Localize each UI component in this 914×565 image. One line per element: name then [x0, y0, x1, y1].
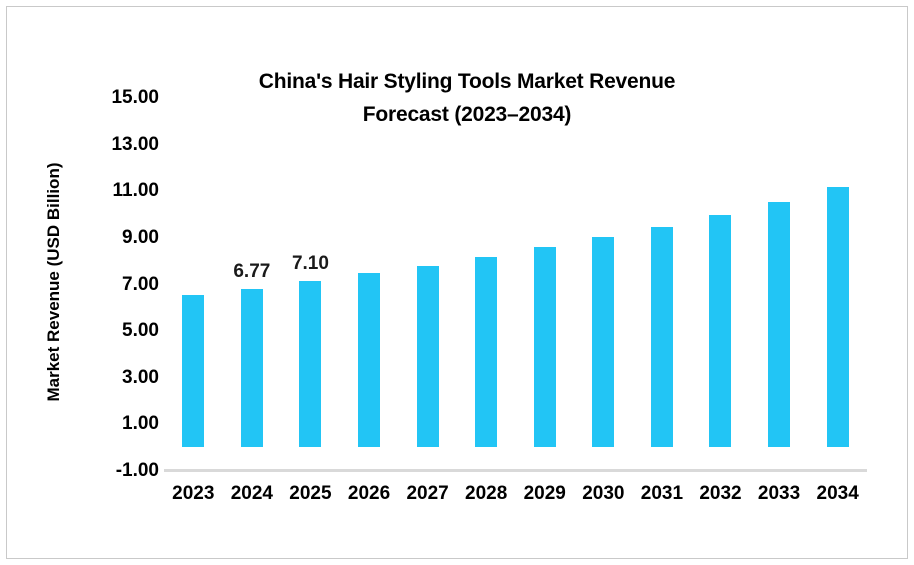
chart-title: China's Hair Styling Tools Market Revenu…	[157, 65, 777, 131]
x-axis-tick-label: 2033	[757, 483, 801, 504]
bar[interactable]	[240, 288, 263, 447]
x-axis-tick-label: 2030	[582, 483, 625, 504]
bar-slot	[398, 97, 457, 470]
chart-title-line-2: Forecast (2023–2034)	[362, 103, 572, 126]
bar-slot	[457, 97, 516, 470]
bar-slot	[574, 97, 633, 470]
x-axis-tick-labels: 2023 2024 2025 2026 2027 2028 2029 2030 2031 2032…	[164, 483, 867, 505]
y-axis-tick-labels: 15.00 13.00 11.00 9.00 7.00 5.00 3.00 1.00 -1.00	[67, 87, 159, 507]
bar[interactable]	[826, 186, 849, 447]
bar-slot	[164, 97, 223, 470]
x-axis-tick-label: 2028	[465, 483, 508, 504]
bar-value-label: 7.10	[291, 253, 329, 275]
bar[interactable]	[416, 266, 439, 447]
bar[interactable]	[709, 214, 732, 447]
y-axis-tick-label: 13.00	[111, 133, 159, 155]
bar[interactable]	[592, 237, 615, 447]
y-axis-tick-label: 15.00	[111, 87, 159, 108]
x-axis-line	[164, 469, 867, 472]
x-axis-tick-label: 2027	[406, 483, 449, 504]
chart-frame: China's Hair Styling Tools Market Revenu…	[6, 6, 908, 559]
chart-title-line-1: China's Hair Styling Tools Market Revenu…	[258, 70, 676, 93]
bar[interactable]	[650, 226, 673, 447]
x-axis-tick-label: 2034	[816, 483, 859, 504]
x-axis-tick-label: 2029	[523, 483, 566, 504]
y-axis-tick-label: 11.00	[112, 180, 160, 202]
y-axis-tick-label: 3.00	[122, 366, 159, 388]
x-axis-tick-label: 2025	[289, 483, 332, 504]
bar-slot	[633, 97, 692, 470]
bar-series: 6.77 7.10	[164, 97, 867, 470]
bar[interactable]	[182, 295, 205, 447]
y-axis-tick-label: 5.00	[122, 320, 159, 342]
bar[interactable]	[475, 256, 498, 447]
bar[interactable]	[358, 272, 381, 447]
bar-slot	[515, 97, 574, 470]
y-axis-title: Market Revenue (USD Billion)	[44, 162, 63, 402]
x-axis-tick-label: 2026	[347, 483, 391, 504]
y-axis-tick-label: 1.00	[122, 413, 159, 435]
bar-slot	[808, 97, 867, 470]
y-axis-tick-label: 9.00	[122, 226, 159, 248]
bar[interactable]	[533, 247, 556, 447]
y-axis-tick-label: -1.00	[115, 460, 159, 481]
x-axis-tick-label: 2024	[230, 483, 273, 504]
bar[interactable]	[299, 281, 322, 447]
x-axis-tick-label: 2032	[699, 483, 742, 504]
bar-slot: 6.77	[223, 97, 282, 470]
bar-slot: 7.10	[281, 97, 340, 470]
x-axis-tick-label: 2031	[640, 483, 684, 504]
y-axis-tick-label: 7.00	[122, 273, 159, 295]
x-axis-tick-label: 2023	[172, 483, 215, 504]
bar-slot	[750, 97, 809, 470]
bar-slot	[691, 97, 750, 470]
bar-value-label: 6.77	[233, 260, 271, 282]
bar-slot	[340, 97, 399, 470]
bar[interactable]	[768, 201, 791, 447]
